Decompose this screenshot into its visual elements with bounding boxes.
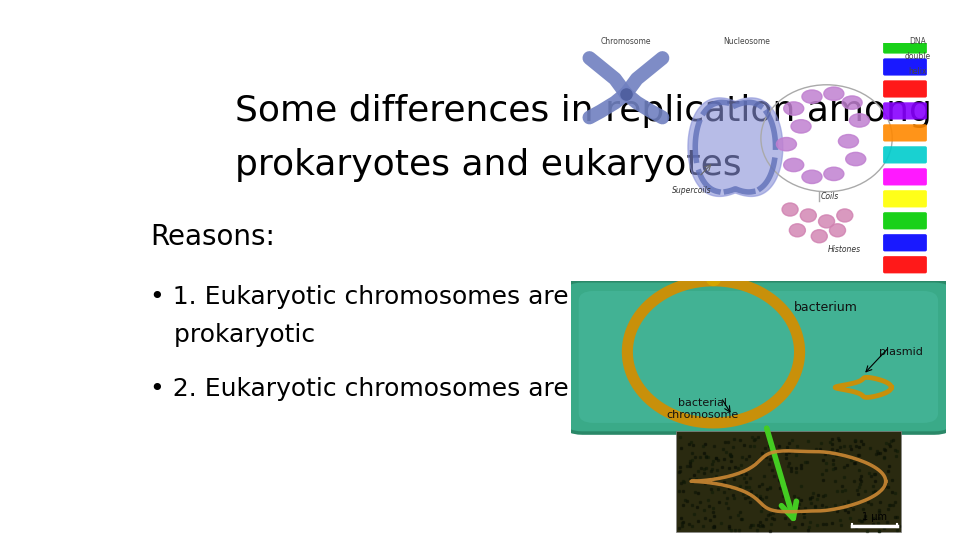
FancyBboxPatch shape [883,212,927,230]
FancyBboxPatch shape [564,281,953,433]
Circle shape [837,209,852,222]
FancyBboxPatch shape [883,256,927,273]
Text: DNA: DNA [909,37,926,46]
Polygon shape [688,98,782,197]
FancyBboxPatch shape [579,291,938,423]
FancyBboxPatch shape [883,168,927,185]
FancyBboxPatch shape [883,58,927,76]
Ellipse shape [842,96,862,109]
Ellipse shape [838,134,858,148]
Ellipse shape [824,87,844,100]
Ellipse shape [824,167,844,180]
FancyBboxPatch shape [883,146,927,164]
Ellipse shape [783,102,804,115]
Text: • 1. Eukaryotic chromosomes are typically much longer than: • 1. Eukaryotic chromosomes are typicall… [150,285,912,309]
Circle shape [789,224,805,237]
FancyBboxPatch shape [676,430,900,532]
Ellipse shape [783,158,804,172]
Ellipse shape [777,138,797,151]
Text: bacterial: bacterial [678,397,727,408]
Text: prokaryotes and eukaryotes: prokaryotes and eukaryotes [235,148,742,182]
FancyBboxPatch shape [883,124,927,141]
FancyBboxPatch shape [883,190,927,207]
Text: chromosome: chromosome [666,410,738,420]
Circle shape [782,203,798,216]
Text: Chromosome: Chromosome [601,37,651,46]
Ellipse shape [846,152,866,166]
FancyBboxPatch shape [883,102,927,119]
Text: Supercoils: Supercoils [672,186,711,195]
FancyBboxPatch shape [883,234,927,252]
Text: plasmid: plasmid [878,347,923,357]
Text: Reasons:: Reasons: [150,223,275,251]
Text: Some differences in replication among: Some differences in replication among [235,94,932,128]
Text: prokaryotic: prokaryotic [150,322,315,347]
Circle shape [819,215,834,228]
Circle shape [829,224,846,237]
Circle shape [811,230,828,243]
Text: Nucleosome: Nucleosome [723,37,770,46]
Text: 1 µm: 1 µm [862,512,887,522]
Text: Coils: Coils [821,192,839,201]
Circle shape [801,209,816,222]
Text: Histones: Histones [828,245,861,254]
FancyBboxPatch shape [883,36,927,53]
FancyBboxPatch shape [883,80,927,98]
Ellipse shape [802,170,822,184]
Text: bacterium: bacterium [794,301,857,314]
Ellipse shape [802,90,822,103]
Ellipse shape [791,120,811,133]
Text: helix: helix [908,67,927,76]
Text: • 2. Eukaryotic chromosomes are linear, not circular: • 2. Eukaryotic chromosomes are linear, … [150,377,805,401]
Text: double: double [904,52,931,61]
Ellipse shape [850,114,870,127]
